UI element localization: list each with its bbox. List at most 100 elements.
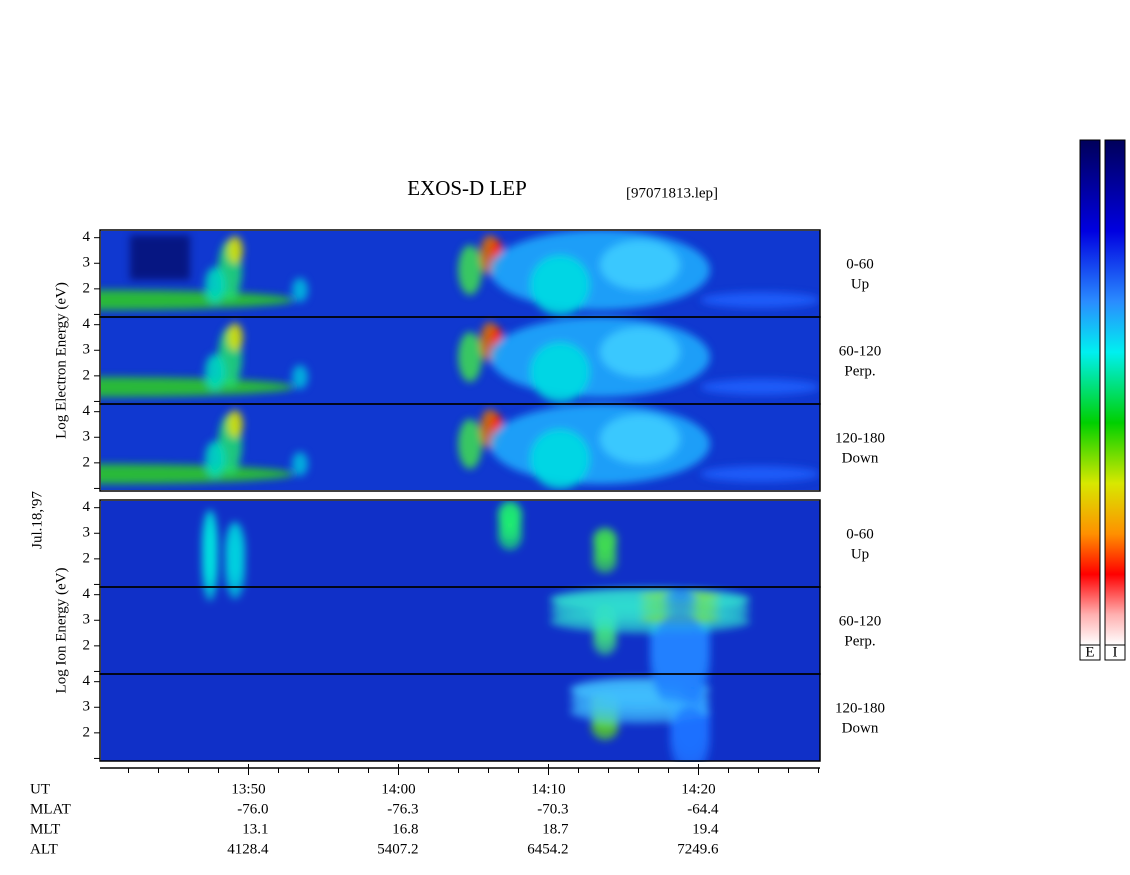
spectrogram-texture <box>101 501 820 762</box>
spectrogram-feature <box>458 419 482 469</box>
spectrogram-feature <box>205 354 225 390</box>
spectrogram-feature <box>458 245 482 295</box>
panel-direction: Down <box>842 720 879 736</box>
spectrogram-feature <box>530 342 590 402</box>
spectrogram-feature <box>600 240 680 290</box>
x-tick-label: 14:00 <box>381 781 415 797</box>
panel-direction: Up <box>851 276 869 292</box>
spectrogram-feature <box>101 290 295 310</box>
y-tick-label: 3 <box>83 342 91 358</box>
ephemeris-value: 7249.6 <box>677 841 719 857</box>
x-tick-label: 14:20 <box>681 781 715 797</box>
colorbar-label: E <box>1085 644 1094 660</box>
y-tick-label: 4 <box>83 499 91 515</box>
spectrogram-dark-region <box>130 235 190 280</box>
spectrogram-feature <box>292 452 308 476</box>
spectrogram-features <box>101 231 820 489</box>
ephemeris-value: -70.3 <box>537 801 568 817</box>
spectrogram-feature <box>593 548 617 573</box>
spectrogram-feature <box>530 429 590 489</box>
ephemeris-value: 19.4 <box>692 821 719 837</box>
spectrogram-feature <box>700 292 820 308</box>
spectrogram-feature <box>670 705 710 762</box>
ephemeris-value: -64.4 <box>687 801 719 817</box>
spectrogram-feature <box>227 410 243 438</box>
y-axis-label: Log Electron Energy (eV) <box>53 282 69 439</box>
ephemeris-value: -76.3 <box>387 801 418 817</box>
colorbar <box>1079 139 1101 646</box>
spectrogram-feature <box>570 698 710 723</box>
y-tick-label: 2 <box>83 637 91 653</box>
spectrogram-feature <box>458 332 482 382</box>
spectrogram-feature <box>101 377 295 397</box>
ephemeris-label: UT <box>30 781 50 797</box>
colorbar-label-box <box>1104 644 1126 661</box>
y-tick-label: 2 <box>83 367 91 383</box>
panel-angle: 120-180 <box>835 700 885 716</box>
x-tick-label: 13:50 <box>231 781 265 797</box>
ephemeris-value: 5407.2 <box>377 841 418 857</box>
spectrogram-feature <box>530 255 590 315</box>
spectrogram-feature <box>292 278 308 302</box>
spectrogram-feature <box>227 236 243 264</box>
y-tick-label: 4 <box>83 403 91 419</box>
spectrogram-feature <box>227 323 243 351</box>
date-label: Jul.18,'97 <box>29 491 45 549</box>
spectrogram-feature <box>600 414 680 464</box>
spectrogram-features <box>202 501 750 762</box>
y-tick-label: 3 <box>83 612 91 628</box>
spectrogram-feature <box>202 530 218 601</box>
panel-angle: 0-60 <box>846 526 874 542</box>
y-tick-label: 2 <box>83 724 91 740</box>
ephemeris-value: 6454.2 <box>527 841 568 857</box>
ephemeris-value: 18.7 <box>542 821 569 837</box>
spectrogram-feature <box>205 441 225 477</box>
y-tick-label: 3 <box>83 699 91 715</box>
y-axis-label: Log Ion Energy (eV) <box>53 568 69 694</box>
panel-angle: 120-180 <box>835 430 885 446</box>
panel-direction: Perp. <box>844 363 875 379</box>
panel-direction: Down <box>842 450 879 466</box>
y-tick-label: 4 <box>83 673 91 689</box>
spectrogram-feature <box>593 626 617 655</box>
spectrogram-feature <box>225 542 245 599</box>
ephemeris-label: MLT <box>30 821 60 837</box>
spectrogram-feature <box>600 327 680 377</box>
spectrogram-feature <box>650 610 710 711</box>
panel-direction: Perp. <box>844 633 875 649</box>
ephemeris-value: 13.1 <box>242 821 268 837</box>
panel-frame <box>99 403 821 492</box>
ephemeris-value: 16.8 <box>392 821 418 837</box>
panel-angle: 0-60 <box>846 256 874 272</box>
y-tick-label: 4 <box>83 586 91 602</box>
file-label: [97071813.lep] <box>626 185 718 201</box>
panel-angle: 60-120 <box>839 613 882 629</box>
panel-direction: Up <box>851 546 869 562</box>
ephemeris-value: -76.0 <box>237 801 268 817</box>
colorbar-label: I <box>1113 644 1118 660</box>
chart-title: EXOS-D LEP <box>407 176 527 200</box>
y-tick-label: 4 <box>83 229 91 245</box>
ephemeris-value: 4128.4 <box>227 841 269 857</box>
spectrogram-feature <box>205 267 225 303</box>
spectrogram-feature <box>498 521 522 550</box>
panel-angle: 60-120 <box>839 343 882 359</box>
spectrogram-feature <box>700 466 820 482</box>
y-tick-label: 3 <box>83 429 91 445</box>
colorbar <box>1104 139 1126 646</box>
colorbar-label-box <box>1079 644 1101 661</box>
x-tick-label: 14:10 <box>531 781 565 797</box>
spectrogram-feature <box>292 365 308 389</box>
y-tick-label: 2 <box>83 454 91 470</box>
y-tick-label: 2 <box>83 550 91 566</box>
panel-frame <box>99 673 821 762</box>
y-tick-label: 3 <box>83 525 91 541</box>
y-tick-label: 2 <box>83 280 91 296</box>
spectrogram-texture <box>101 231 820 490</box>
ephemeris-label: ALT <box>30 841 58 857</box>
ephemeris-label: MLAT <box>30 801 71 817</box>
spectrogram-feature <box>101 464 295 484</box>
y-tick-label: 4 <box>83 316 91 332</box>
spectrogram-feature <box>700 379 820 395</box>
